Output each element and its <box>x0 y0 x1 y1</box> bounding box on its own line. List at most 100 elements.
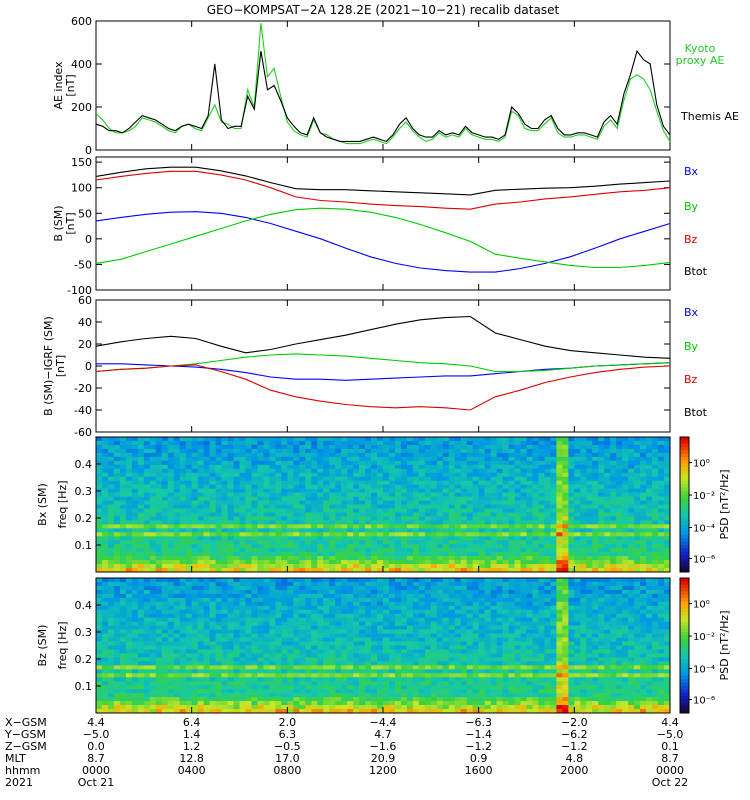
psd-cell <box>394 504 402 509</box>
psd-cell <box>616 452 623 458</box>
psd-cell <box>239 581 246 587</box>
psd-cell <box>275 621 282 626</box>
psd-cell <box>383 440 390 446</box>
psd-cell <box>257 653 264 658</box>
psd-cell <box>197 500 204 505</box>
psd-cell <box>466 556 473 561</box>
psd-cell <box>598 437 605 442</box>
psd-cell <box>436 480 444 485</box>
psd-cell <box>388 524 396 529</box>
psd-cell <box>329 645 336 650</box>
psd-cell <box>484 540 491 545</box>
psd-cell <box>604 524 611 529</box>
psd-cell <box>454 460 462 466</box>
psd-cell <box>628 516 635 521</box>
psd-cell <box>107 508 115 513</box>
psd-cell <box>185 605 192 611</box>
psd-cell <box>281 472 288 478</box>
psd-cell <box>197 581 204 587</box>
psd-cell <box>520 544 527 549</box>
psd-cell <box>125 585 133 591</box>
psd-cell <box>628 520 635 525</box>
psd-cell <box>377 556 384 561</box>
psd-cell <box>424 492 432 497</box>
psd-cell <box>394 472 402 478</box>
psd-cell <box>149 685 157 690</box>
psd-cell <box>239 524 246 529</box>
psd-cell <box>335 669 342 674</box>
psd-cell <box>155 520 163 525</box>
psd-cell <box>586 456 593 462</box>
psd-cell <box>101 705 109 710</box>
psd-cell <box>586 528 593 533</box>
psd-cell <box>472 444 479 450</box>
psd-cell <box>197 548 204 553</box>
psd-cell <box>610 568 617 573</box>
psd-cell <box>143 585 151 591</box>
psd-cell <box>209 528 216 533</box>
psd-cell <box>137 653 145 658</box>
psd-cell <box>113 645 121 650</box>
psd-cell <box>96 460 103 466</box>
psd-cell <box>341 500 348 505</box>
psd-cell <box>257 609 264 615</box>
psd-cell <box>131 673 139 678</box>
psd-cell <box>287 677 294 682</box>
psd-cell <box>173 637 181 642</box>
psd-cell <box>245 488 252 493</box>
psd-cell <box>353 649 360 654</box>
psd-cell <box>604 560 611 565</box>
psd-cell <box>586 492 593 497</box>
psd-cell <box>281 448 288 454</box>
psd-cell <box>436 552 444 557</box>
psd-cell <box>359 625 366 630</box>
psd-cell <box>598 520 605 525</box>
psd-cell <box>532 512 539 517</box>
psd-cell <box>305 689 312 694</box>
psd-cell <box>305 693 312 698</box>
psd-cell <box>418 560 426 565</box>
psd-cell <box>424 504 432 509</box>
psd-cell <box>185 456 192 462</box>
psd-cell <box>155 705 163 710</box>
psd-cell <box>287 685 294 690</box>
psd-cell <box>466 536 473 541</box>
psd-cell <box>101 649 109 654</box>
psd-cell <box>197 705 204 710</box>
colorbar-label: PSD [nT²/Hz] <box>718 469 731 539</box>
psd-cell <box>293 488 300 493</box>
psd-cell <box>430 552 438 557</box>
psd-cell <box>191 556 198 561</box>
psd-cell <box>514 516 521 521</box>
psd-cell <box>400 568 408 573</box>
psd-cell <box>604 472 611 478</box>
psd-cell <box>347 488 354 493</box>
psd-cell <box>365 552 372 557</box>
psd-cell <box>281 536 288 541</box>
psd-cell <box>299 448 306 454</box>
psd-cell <box>299 625 306 630</box>
psd-cell <box>137 601 145 607</box>
psd-cell <box>257 589 264 595</box>
psd-cell <box>329 633 336 638</box>
psd-cell <box>263 597 270 603</box>
psd-cell <box>251 645 258 650</box>
psd-cell <box>269 512 276 517</box>
psd-cell <box>526 524 533 529</box>
psd-cell <box>125 617 133 622</box>
psd-cell <box>125 528 133 533</box>
psd-cell <box>460 516 468 521</box>
psd-cell <box>646 564 653 569</box>
psd-cell <box>113 701 121 706</box>
psd-cell <box>245 681 252 686</box>
psd-cell <box>532 476 539 481</box>
psd-cell <box>353 448 360 454</box>
psd-cell <box>442 480 450 485</box>
psd-cell <box>119 496 127 501</box>
psd-cell <box>347 480 354 485</box>
psd-cell <box>233 637 240 642</box>
psd-cell <box>562 544 569 549</box>
psd-cell <box>478 496 485 501</box>
psd-cell <box>269 560 276 565</box>
psd-cell <box>442 512 450 517</box>
